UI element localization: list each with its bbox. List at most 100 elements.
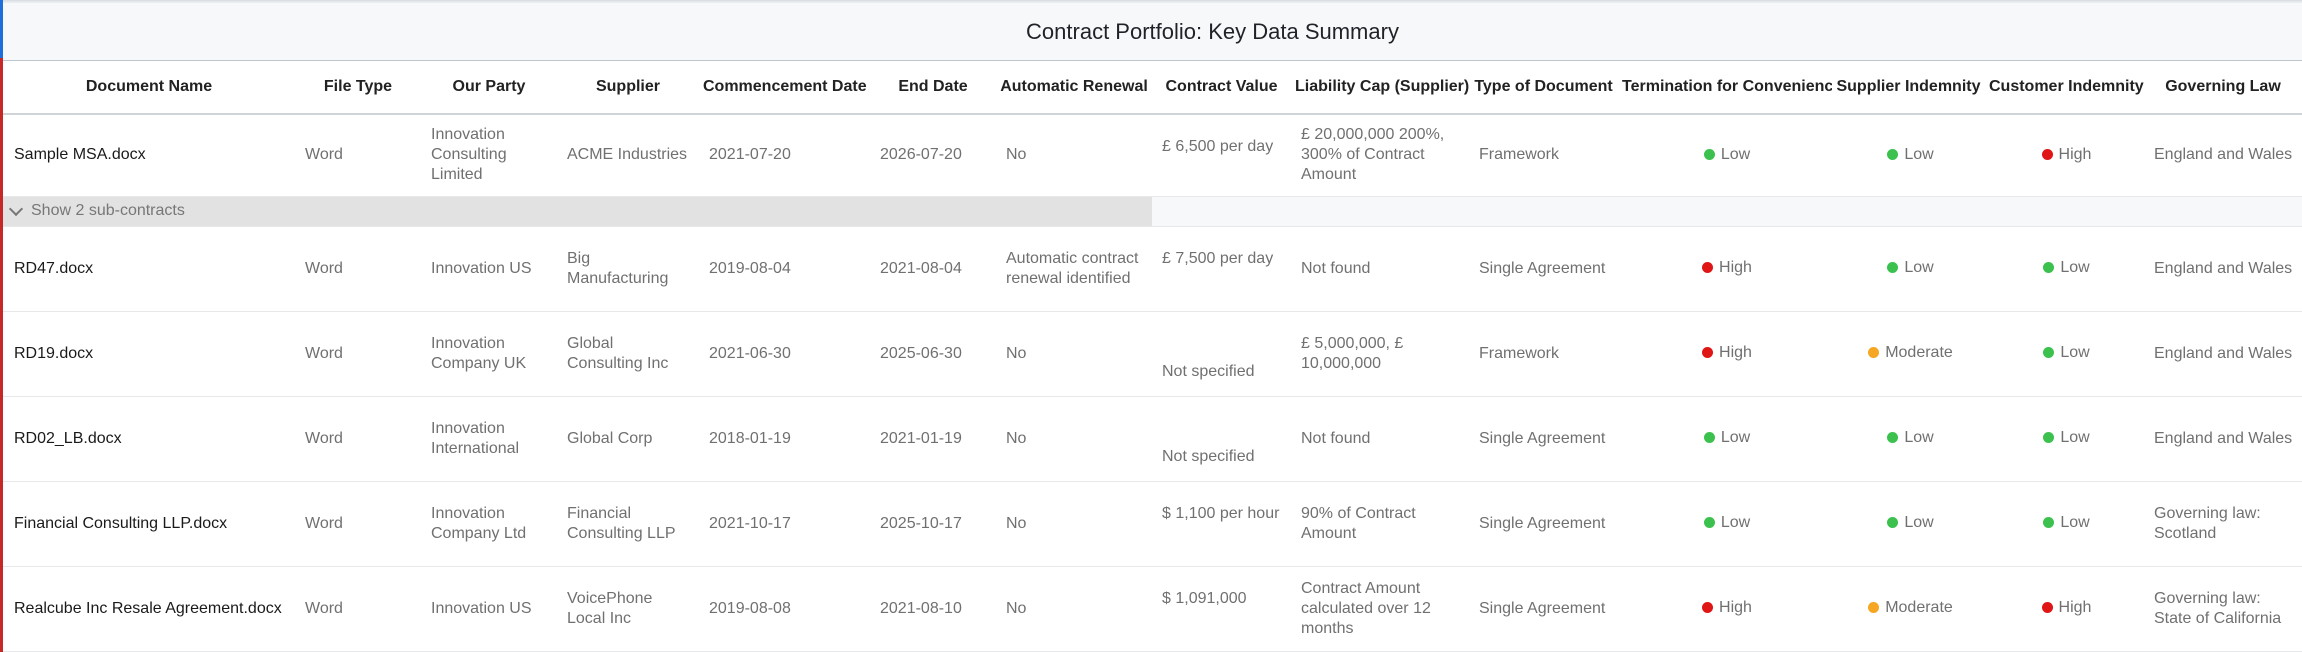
column-header-governing-law[interactable]: Governing Law xyxy=(2144,61,2302,115)
termination-for-convenience-cell: High xyxy=(1618,226,1832,312)
commencement-date-cell: 2019-08-08 xyxy=(699,566,870,652)
left-edge-accent-top xyxy=(0,0,3,58)
column-header-customer-indemnity[interactable]: Customer Indemnity xyxy=(1985,61,2144,115)
termination-for-convenience-cell: Low xyxy=(1618,396,1832,482)
governing-law-cell: England and Wales xyxy=(2144,396,2302,482)
automatic-renewal-cell: No xyxy=(996,396,1152,482)
column-header-supplier[interactable]: Supplier xyxy=(557,61,699,115)
status-label: Low xyxy=(2060,258,2090,276)
column-header-type-of-document[interactable]: Type of Document xyxy=(1469,61,1618,115)
governing-law-cell: England and Wales xyxy=(2144,311,2302,397)
our-party-cell: Innovation US xyxy=(421,226,557,312)
status-dot-icon xyxy=(1703,432,1715,444)
termination-for-convenience-cell: Low xyxy=(1618,114,1832,197)
status-label: Moderate xyxy=(1885,598,1953,616)
governing-law-cell: England and Wales xyxy=(2144,226,2302,312)
document-name-cell[interactable]: Sample MSA.docx xyxy=(3,114,295,197)
show-sub-contracts-label: Show 2 sub-contracts xyxy=(31,202,185,219)
end-date-cell: 2025-10-17 xyxy=(870,481,996,567)
contract-value-cell: £ 7,500 per day xyxy=(1152,226,1291,312)
document-name-cell[interactable]: Realcube Inc Resale Agreement.docx xyxy=(3,566,295,652)
column-header-document-name[interactable]: Document Name xyxy=(3,61,295,115)
file-type-cell: Word xyxy=(295,566,421,652)
commencement-date-cell: 2018-01-19 xyxy=(699,396,870,482)
status-label: High xyxy=(2058,145,2092,163)
commencement-date-cell: 2019-08-04 xyxy=(699,226,870,312)
status-dot-icon xyxy=(1702,262,1714,274)
column-header-supplier-indemnity[interactable]: Supplier Indemnity xyxy=(1832,61,1985,115)
status-label: Moderate xyxy=(1885,343,1953,361)
status-label: High xyxy=(1719,343,1752,361)
customer-indemnity-cell: Low xyxy=(1985,396,2144,482)
supplier-cell: Big Manufacturing xyxy=(557,226,699,312)
supplier-indemnity-cell: Moderate xyxy=(1832,566,1985,652)
supplier-indemnity-cell: Low xyxy=(1832,226,1985,312)
contract-value-cell: Not specified xyxy=(1152,311,1291,397)
table-row[interactable]: Financial Consulting LLP.docx Word Innov… xyxy=(3,481,2302,567)
document-name-cell[interactable]: RD02_LB.docx xyxy=(3,396,295,482)
end-date-cell: 2021-08-04 xyxy=(870,226,996,312)
customer-indemnity-cell: High xyxy=(1985,114,2144,197)
status-label: High xyxy=(2058,598,2092,616)
status-dot-icon xyxy=(1887,432,1899,444)
liability-cap-cell: Not found xyxy=(1291,226,1469,312)
column-header-contract-value[interactable]: Contract Value xyxy=(1152,61,1291,115)
automatic-renewal-cell: No xyxy=(996,311,1152,397)
termination-for-convenience-cell: High xyxy=(1618,566,1832,652)
table-row[interactable]: Sample MSA.docx Word Innovation Consulti… xyxy=(3,114,2302,197)
status-dot-icon xyxy=(2043,517,2055,529)
supplier-cell: VoicePhone Local Inc xyxy=(557,566,699,652)
commencement-date-cell: 2021-06-30 xyxy=(699,311,870,397)
our-party-cell: Innovation Company UK xyxy=(421,311,557,397)
column-header-end-date[interactable]: End Date xyxy=(870,61,996,115)
chevron-down-icon xyxy=(8,201,24,216)
show-sub-contracts-button[interactable]: Show 2 sub-contracts xyxy=(3,196,1152,225)
table-row[interactable]: RD47.docx Word Innovation US Big Manufac… xyxy=(3,226,2302,312)
status-dot-icon xyxy=(2043,262,2055,274)
commencement-date-cell: 2021-10-17 xyxy=(699,481,870,567)
automatic-renewal-cell: Automatic contract renewal identified xyxy=(996,226,1152,312)
status-label: High xyxy=(1719,598,1752,616)
status-label: Low xyxy=(1904,145,1934,163)
status-label: Low xyxy=(1720,145,1751,163)
table-row[interactable]: RD19.docx Word Innovation Company UK Glo… xyxy=(3,311,2302,397)
file-type-cell: Word xyxy=(295,114,421,197)
file-type-cell: Word xyxy=(295,226,421,312)
document-name-cell[interactable]: RD19.docx xyxy=(3,311,295,397)
title-bar: Contract Portfolio: Key Data Summary xyxy=(3,3,2302,61)
column-header-liability-cap[interactable]: Liability Cap (Supplier) xyxy=(1291,61,1469,115)
end-date-cell: 2021-01-19 xyxy=(870,396,996,482)
status-label: High xyxy=(1719,258,1752,276)
status-dot-icon xyxy=(1887,149,1899,160)
contract-value-cell: £ 6,500 per day xyxy=(1152,114,1291,197)
contract-value-cell: $ 1,091,000 xyxy=(1152,566,1291,652)
column-header-file-type[interactable]: File Type xyxy=(295,61,421,115)
governing-law-cell: Governing law: State of California xyxy=(2144,566,2302,652)
status-dot-icon xyxy=(1887,517,1899,529)
column-header-our-party[interactable]: Our Party xyxy=(421,61,557,115)
file-type-cell: Word xyxy=(295,396,421,482)
document-name-cell[interactable]: Financial Consulting LLP.docx xyxy=(3,481,295,567)
file-type-cell: Word xyxy=(295,481,421,567)
page-title: Contract Portfolio: Key Data Summary xyxy=(1026,19,1399,44)
status-dot-icon xyxy=(2041,149,2053,160)
type-of-document-cell: Framework xyxy=(1469,311,1618,397)
header-row: Document Name File Type Our Party Suppli… xyxy=(3,61,2302,115)
table-row[interactable]: Realcube Inc Resale Agreement.docx Word … xyxy=(3,566,2302,652)
column-header-termination-for-convenience[interactable]: Termination for Convenience xyxy=(1618,61,1832,115)
status-dot-icon xyxy=(2043,432,2055,444)
document-name-cell[interactable]: RD47.docx xyxy=(3,226,295,312)
table-row[interactable]: RD02_LB.docx Word Innovation Internation… xyxy=(3,396,2302,482)
group-toggle-cell: Show 2 sub-contracts xyxy=(3,196,1152,227)
column-header-commencement-date[interactable]: Commencement Date xyxy=(699,61,870,115)
liability-cap-cell: £ 5,000,000, £ 10,000,000 xyxy=(1291,311,1469,397)
customer-indemnity-cell: Low xyxy=(1985,226,2144,312)
type-of-document-cell: Framework xyxy=(1469,114,1618,197)
supplier-cell: Global Corp xyxy=(557,396,699,482)
status-label: Low xyxy=(1904,428,1934,446)
column-header-automatic-renewal[interactable]: Automatic Renewal xyxy=(996,61,1152,115)
contract-value-cell: Not specified xyxy=(1152,396,1291,482)
customer-indemnity-cell: Low xyxy=(1985,481,2144,567)
our-party-cell: Innovation Consulting Limited xyxy=(421,114,557,197)
status-dot-icon xyxy=(1702,347,1714,359)
